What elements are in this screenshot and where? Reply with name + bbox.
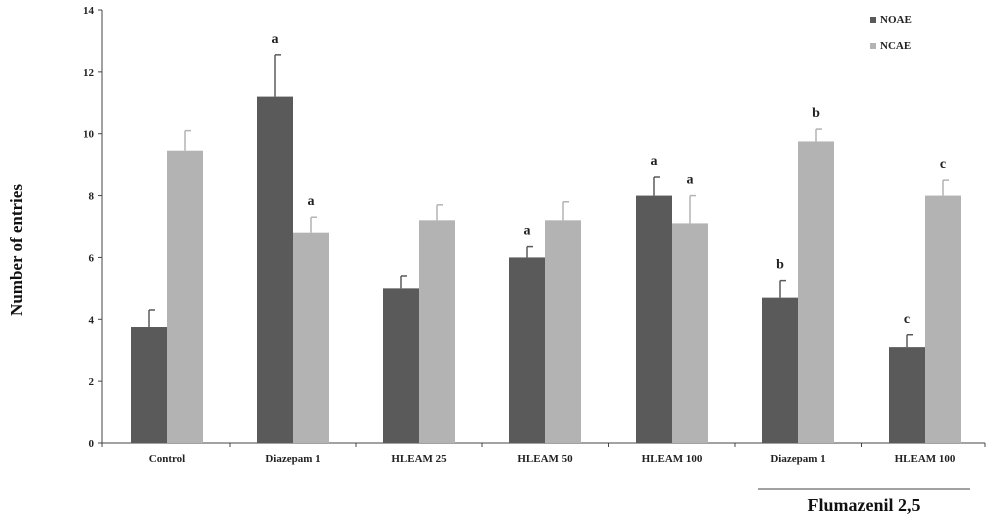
x-category-label: Diazepam 1 — [770, 453, 825, 465]
significance-label: a — [651, 154, 658, 169]
significance-label: c — [940, 157, 946, 172]
significance-label: c — [904, 312, 910, 327]
bar-ncae-4 — [672, 223, 708, 443]
significance-label: a — [687, 173, 694, 188]
group-annotation: Flumazenil 2,5 — [758, 488, 970, 515]
significance-label: a — [524, 224, 531, 239]
significance-label: b — [812, 106, 820, 121]
y-tick-label: 8 — [89, 191, 95, 203]
bar-noae-3 — [509, 257, 545, 443]
legend-swatch-noae — [870, 17, 876, 23]
bar-ncae-5 — [798, 141, 834, 444]
x-category-label: HLEAM 100 — [642, 453, 703, 465]
legend-label-noae: NOAE — [880, 14, 912, 26]
y-tick-label: 6 — [89, 252, 95, 264]
bar-ncae-6 — [925, 195, 961, 443]
y-tick-label: 4 — [89, 314, 95, 326]
y-tick-label: 2 — [89, 376, 95, 388]
y-tick-label: 0 — [89, 438, 95, 450]
bar-noae-6 — [889, 347, 925, 443]
bar-ncae-0 — [167, 150, 203, 443]
y-tick-label: 12 — [83, 67, 95, 79]
x-category-label: HLEAM 50 — [517, 453, 573, 465]
x-category-label: Diazepam 1 — [265, 453, 320, 465]
bar-ncae-1 — [293, 232, 329, 443]
x-category-label: Control — [149, 453, 185, 465]
significance-label: a — [308, 194, 315, 209]
significance-label: a — [272, 32, 279, 47]
y-axis-title: Number of entries — [7, 184, 26, 316]
bar-ncae-3 — [545, 220, 581, 443]
legend-swatch-ncae — [870, 43, 876, 49]
bars — [131, 54, 961, 444]
bar-noae-0 — [131, 327, 167, 443]
labels: 0 2 4 6 8 10 12 14 Control Diazepam 1 HLEAM 25 HLEA… — [83, 5, 956, 465]
bar-ncae-2 — [419, 220, 455, 443]
group-label: Flumazenil 2,5 — [808, 495, 921, 515]
x-category-label: HLEAM 25 — [391, 453, 447, 465]
significance-label: b — [776, 258, 784, 273]
bar-noae-2 — [383, 288, 419, 443]
y-tick-label: 14 — [83, 5, 95, 17]
bar-noae-5 — [762, 297, 798, 443]
legend-label-ncae: NCAE — [880, 40, 911, 52]
bar-noae-1 — [257, 96, 293, 443]
y-tick-label: 10 — [83, 129, 95, 141]
legend: NOAE NCAE — [870, 14, 912, 52]
bar-noae-4 — [636, 195, 672, 443]
x-category-label: HLEAM 100 — [895, 453, 956, 465]
